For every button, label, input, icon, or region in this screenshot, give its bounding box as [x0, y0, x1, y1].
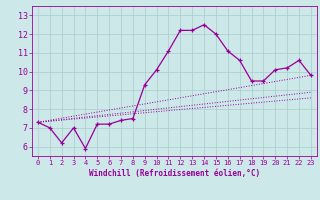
X-axis label: Windchill (Refroidissement éolien,°C): Windchill (Refroidissement éolien,°C) — [89, 169, 260, 178]
